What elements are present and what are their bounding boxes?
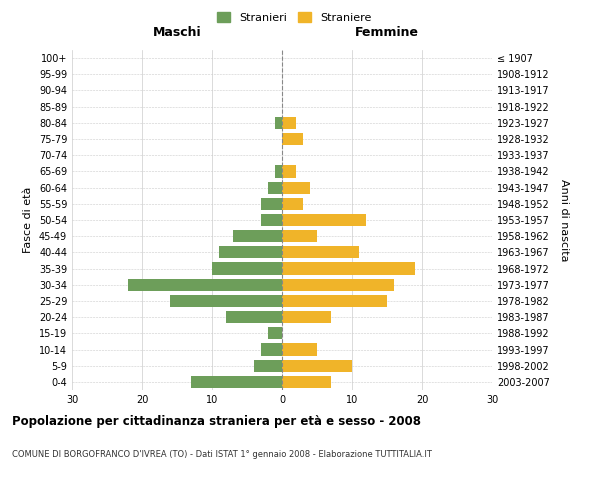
- Text: COMUNE DI BORGOFRANCO D'IVREA (TO) - Dati ISTAT 1° gennaio 2008 - Elaborazione T: COMUNE DI BORGOFRANCO D'IVREA (TO) - Dat…: [12, 450, 432, 459]
- Bar: [282, 198, 303, 210]
- Bar: [261, 198, 282, 210]
- Bar: [212, 262, 282, 274]
- Bar: [275, 166, 282, 177]
- Bar: [282, 360, 352, 372]
- Bar: [261, 214, 282, 226]
- Bar: [282, 246, 359, 258]
- Bar: [233, 230, 282, 242]
- Bar: [275, 117, 282, 129]
- Bar: [261, 344, 282, 355]
- Bar: [282, 166, 296, 177]
- Bar: [282, 376, 331, 388]
- Bar: [219, 246, 282, 258]
- Bar: [282, 311, 331, 323]
- Text: Maschi: Maschi: [152, 26, 202, 38]
- Bar: [254, 360, 282, 372]
- Bar: [128, 278, 282, 291]
- Bar: [170, 295, 282, 307]
- Bar: [282, 278, 394, 291]
- Y-axis label: Fasce di età: Fasce di età: [23, 187, 33, 253]
- Bar: [282, 262, 415, 274]
- Bar: [282, 295, 387, 307]
- Bar: [282, 182, 310, 194]
- Y-axis label: Anni di nascita: Anni di nascita: [559, 179, 569, 261]
- Bar: [282, 344, 317, 355]
- Bar: [282, 117, 296, 129]
- Bar: [282, 230, 317, 242]
- Bar: [268, 182, 282, 194]
- Bar: [268, 328, 282, 340]
- Bar: [191, 376, 282, 388]
- Text: Popolazione per cittadinanza straniera per età e sesso - 2008: Popolazione per cittadinanza straniera p…: [12, 415, 421, 428]
- Bar: [226, 311, 282, 323]
- Text: Femmine: Femmine: [355, 26, 419, 38]
- Bar: [282, 214, 366, 226]
- Bar: [282, 133, 303, 145]
- Legend: Stranieri, Straniere: Stranieri, Straniere: [212, 8, 376, 28]
